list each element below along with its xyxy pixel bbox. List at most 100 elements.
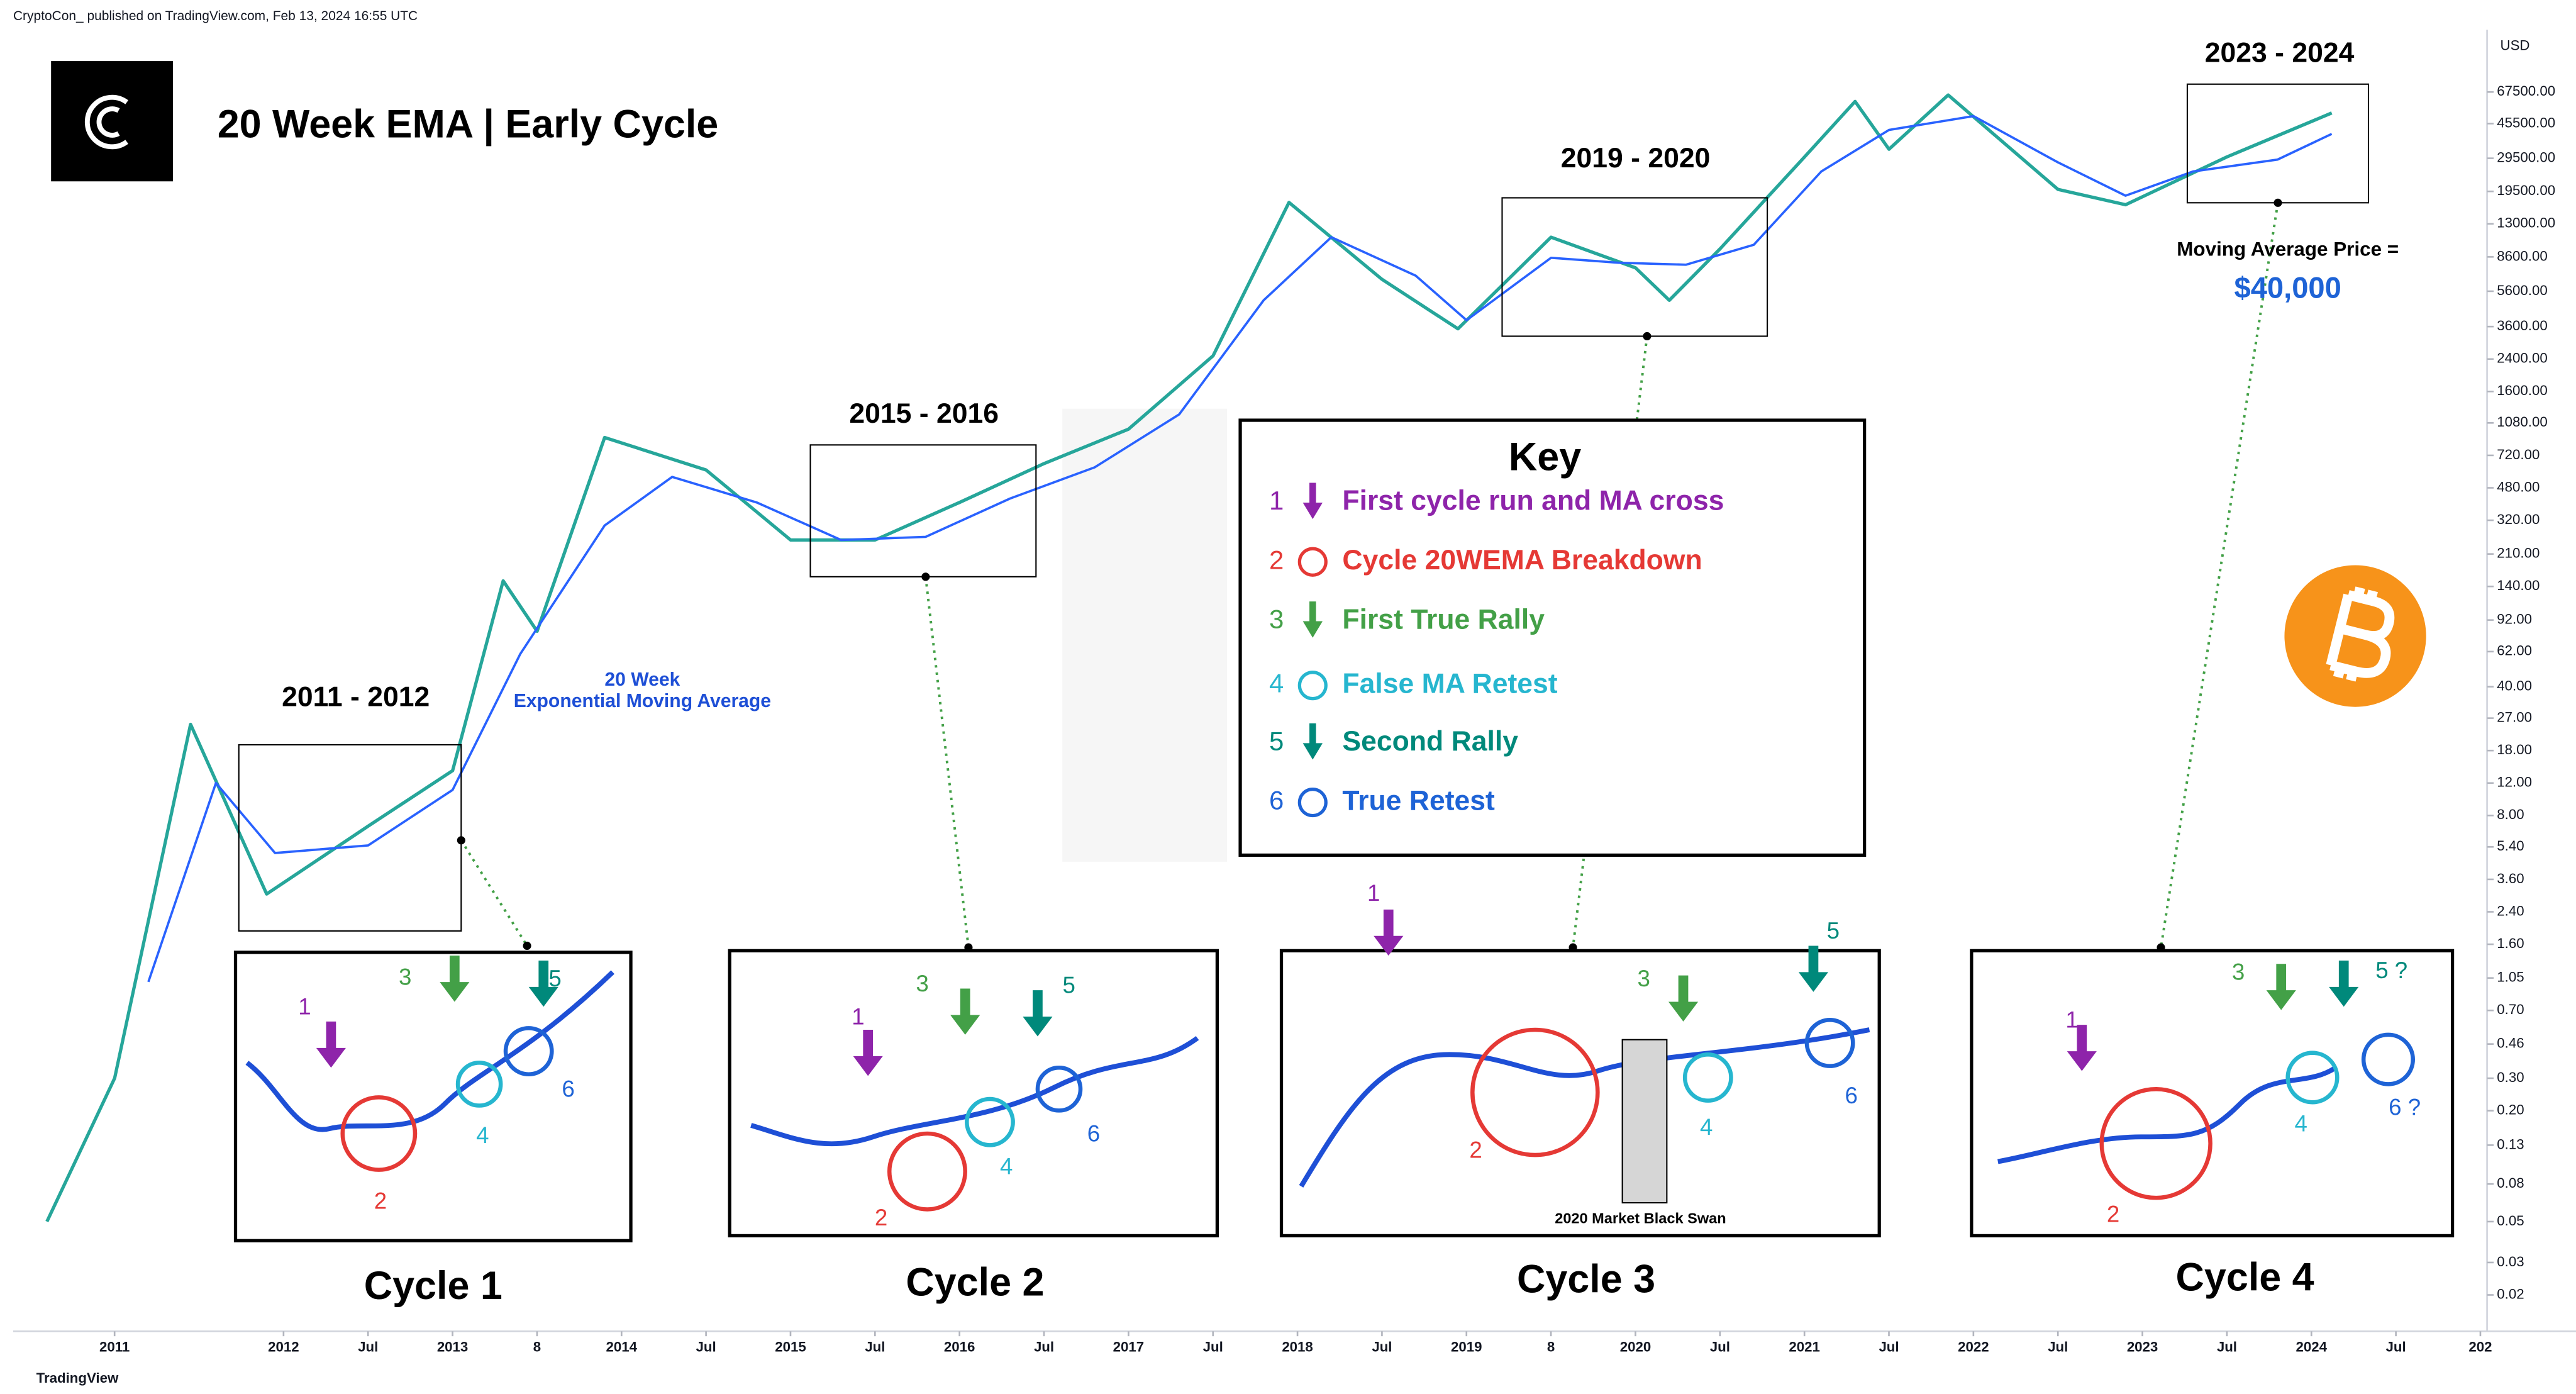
inset-marker: 1 [852,1003,864,1029]
inset-box [728,949,1219,1238]
inset-marker: 6 ? [2389,1094,2421,1120]
period-label: 2015 - 2016 [849,398,999,429]
inset-marker: 3 [2232,959,2245,985]
key-number: 5 [1269,726,1284,756]
inset-marker: 5 [1062,973,1075,998]
inset-marker: 4 [1000,1154,1013,1179]
inset-marker: 4 [1700,1114,1713,1140]
y-tick-label: 0.08 [2497,1175,2524,1191]
y-tick-label: 45500.00 [2497,114,2555,130]
key-label: Second Rally [1342,726,1518,757]
inset-arrow [528,961,558,1007]
cycle-title: Cycle 4 [2176,1256,2314,1300]
period-label: 2019 - 2020 [1561,143,1711,174]
x-tick-label: 8 [533,1339,541,1354]
ma-price-label: Moving Average Price = [2177,238,2399,260]
ring-icon [1297,547,1328,577]
y-tick-label: 0.46 [2497,1035,2524,1051]
x-tick-label: 2016 [944,1339,975,1354]
inset-arrow [440,956,470,1002]
inset-marker: 2 [374,1188,387,1214]
inset-ring [340,1095,418,1172]
x-tick-label: 202 [2468,1339,2492,1354]
publish-line: CryptoCon_ published on TradingView.com,… [13,9,418,23]
x-tick-label: 2017 [1113,1339,1145,1354]
inset-marker: 2 [2107,1202,2119,1227]
x-tick-label: Jul [865,1339,885,1354]
x-tick-label: Jul [2048,1339,2068,1354]
y-tick-label: 480.00 [2497,479,2540,494]
connector-dot [457,836,465,845]
arrow-icon [1302,482,1323,520]
inset-marker: 1 [1367,880,1380,906]
key-number: 4 [1269,669,1284,698]
connector [924,576,970,948]
x-tick-label: 2023 [2127,1339,2158,1354]
key-box [1238,418,1867,857]
x-tick-label: 2019 [1451,1339,1482,1354]
inset-marker: 4 [2294,1111,2307,1137]
chart-title: 20 Week EMA | Early Cycle [218,102,719,146]
inset-ring [503,1026,554,1077]
inset-arrow [316,1021,346,1068]
inset-marker: 1 [2065,1007,2078,1033]
x-tick-label: Jul [358,1339,378,1354]
connector-dot [921,572,930,581]
x-tick-label: Jul [696,1339,716,1354]
ring-icon [1297,788,1328,818]
inset-ring [2361,1032,2415,1086]
ring-icon [1297,671,1328,701]
y-tick-label: 210.00 [2497,545,2540,561]
inset-box [1279,949,1881,1238]
inset-ema [245,970,614,1132]
inset-arrow [1798,945,1829,992]
x-tick-label: Jul [1710,1339,1730,1354]
key-number: 6 [1269,786,1284,815]
y-tick-label: 8.00 [2497,806,2524,822]
inset-arrow [2067,1025,2097,1071]
inset-arrow [853,1030,883,1076]
period-label: 2011 - 2012 [282,681,430,712]
key-number: 3 [1269,605,1284,634]
y-tick-label: 0.13 [2497,1136,2524,1152]
x-tick-label: Jul [1879,1339,1899,1354]
inset-ring [1035,1065,1083,1113]
y-tick-label: 1.60 [2497,935,2524,951]
y-tick-label: 5600.00 [2497,282,2547,298]
x-tick-label: Jul [2386,1339,2406,1354]
y-tick-label: 0.02 [2497,1286,2524,1302]
x-tick-label: 2012 [268,1339,299,1354]
x-tick-label: 2015 [775,1339,806,1354]
y-tick-label: 27.00 [2497,709,2532,725]
bitcoin-symbol [2326,586,2395,682]
y-tick-label: 18.00 [2497,742,2532,757]
x-tick-label: 2020 [1620,1339,1652,1354]
x-tick-label: 8 [1547,1339,1555,1354]
inset-marker: 5 [548,966,561,991]
key-label: True Retest [1342,785,1495,816]
y-tick-label: 19500.00 [2497,182,2555,198]
inset-ring [965,1096,1015,1147]
x-tick-label: Jul [1034,1339,1054,1354]
y-tick-label: 3600.00 [2497,318,2547,333]
connector-dot [523,941,531,951]
key-label: Cycle 20WEMA Breakdown [1342,545,1702,576]
inset-arrow [1668,975,1699,1022]
ema-label: Exponential Moving Average [514,691,771,711]
y-tick-label: 5.40 [2497,838,2524,854]
currency: USD [2501,37,2530,53]
x-tick-label: 2021 [1789,1339,1820,1354]
y-tick-label: 140.00 [2497,577,2540,593]
inset-marker: 2 [1469,1137,1482,1163]
key-title: Key [1509,435,1581,479]
y-tick-label: 67500.00 [2497,83,2555,99]
x-tick-label: Jul [1203,1339,1223,1354]
black-swan-box [1621,1039,1668,1204]
key-number: 1 [1269,486,1284,515]
inset-marker: 3 [1637,966,1650,991]
inset-arrow [1023,990,1053,1037]
y-tick-label: 0.20 [2497,1101,2524,1117]
inset-ring [887,1131,967,1212]
x-tick-label: 2011 [99,1339,130,1354]
